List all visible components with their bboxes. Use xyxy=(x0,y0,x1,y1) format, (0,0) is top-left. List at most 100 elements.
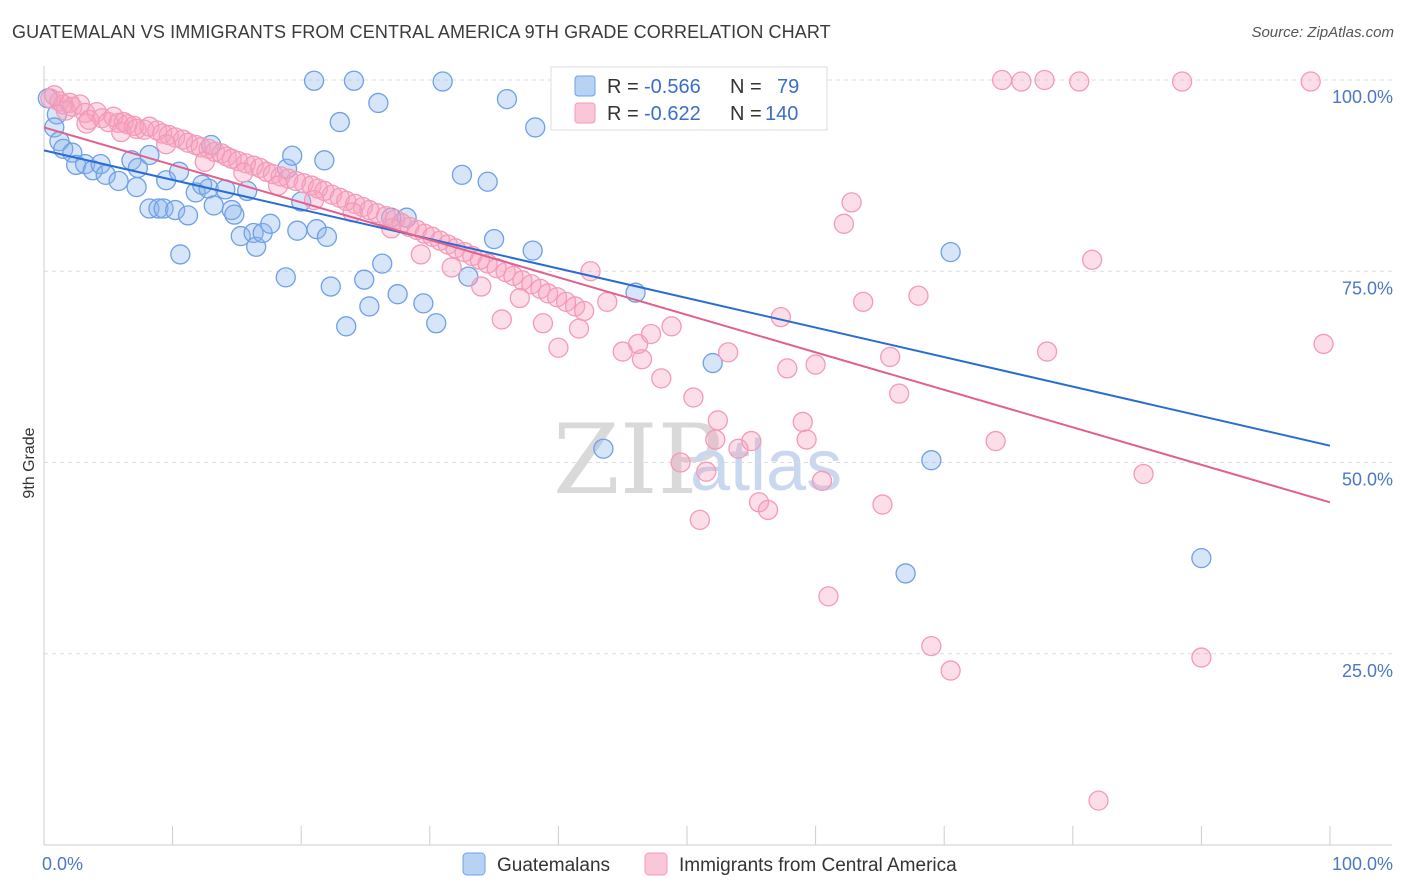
data-point xyxy=(194,151,215,173)
data-point xyxy=(741,430,762,452)
legend-r-value-2: -0.622 xyxy=(644,103,701,125)
data-point xyxy=(661,316,682,337)
data-point xyxy=(757,499,779,521)
data-point xyxy=(728,438,749,459)
data-point xyxy=(126,118,147,140)
legend-r-label-2: R = xyxy=(607,103,639,125)
data-point xyxy=(275,267,296,288)
data-point xyxy=(314,150,335,171)
chart-title: GUATEMALAN VS IMMIGRANTS FROM CENTRAL AM… xyxy=(12,22,831,42)
data-point xyxy=(177,132,199,153)
data-point xyxy=(177,205,199,226)
data-point xyxy=(139,144,160,166)
trend-line xyxy=(43,126,1331,504)
data-point xyxy=(1011,71,1032,92)
data-point xyxy=(689,509,711,531)
data-point xyxy=(359,296,380,317)
y-tick-label: 25.0% xyxy=(1342,661,1393,681)
data-point xyxy=(477,171,498,192)
data-point xyxy=(940,660,961,681)
legend-r-label-1: R = xyxy=(607,76,639,98)
x-tick-label-min: 0.0% xyxy=(42,854,83,874)
data-point xyxy=(228,150,249,172)
y-tick-label: 100.0% xyxy=(1332,87,1393,107)
data-point xyxy=(631,349,653,370)
data-point xyxy=(260,213,281,234)
x-tick-labels: 0.0% 100.0% xyxy=(42,854,1393,874)
data-point xyxy=(777,358,798,379)
bottom-legend-swatch-immigrants xyxy=(644,852,668,876)
data-point xyxy=(597,291,618,313)
data-point xyxy=(368,92,389,114)
watermark-zip: ZIP xyxy=(553,404,722,516)
data-point xyxy=(432,71,453,92)
data-point xyxy=(303,70,325,91)
legend-swatch-guatemalans xyxy=(574,75,596,97)
data-point xyxy=(233,162,254,183)
data-point xyxy=(921,450,942,471)
data-point xyxy=(705,429,726,450)
data-point xyxy=(170,244,191,265)
data-point xyxy=(568,318,590,339)
stats-legend-box xyxy=(550,66,828,131)
trend-line xyxy=(43,149,1331,447)
data-point xyxy=(811,470,833,492)
data-point xyxy=(593,438,614,459)
data-point xyxy=(287,220,308,241)
data-point xyxy=(833,213,855,234)
data-point xyxy=(880,346,901,368)
data-point xyxy=(55,100,77,121)
bottom-legend-label-immigrants: Immigrants from Central America xyxy=(679,855,957,876)
data-point xyxy=(230,225,251,247)
data-point xyxy=(1133,463,1154,485)
data-point xyxy=(316,226,338,247)
data-point xyxy=(1034,69,1055,91)
data-point xyxy=(471,276,492,297)
x-tick-label-max: 100.0% xyxy=(1332,854,1393,874)
data-point xyxy=(908,285,929,306)
trend-lines xyxy=(43,126,1331,504)
data-point xyxy=(267,175,289,196)
data-point xyxy=(1191,547,1212,569)
data-point xyxy=(853,291,874,313)
bottom-legend-swatch-guatemalans xyxy=(462,852,486,876)
bottom-legend: Guatemalans Immigrants from Central Amer… xyxy=(462,852,957,876)
data-point xyxy=(985,430,1006,452)
data-point xyxy=(483,228,505,250)
data-point xyxy=(1081,249,1103,270)
data-point xyxy=(413,293,434,314)
data-point xyxy=(387,284,408,305)
stats-legend: R = -0.566 N = 79 R = -0.622 N = 140 xyxy=(550,66,828,131)
data-point xyxy=(702,352,723,374)
y-tick-label: 50.0% xyxy=(1342,470,1393,490)
data-point xyxy=(1191,647,1212,668)
data-point xyxy=(1088,790,1109,811)
data-point xyxy=(522,240,543,261)
data-point xyxy=(108,170,129,192)
data-point xyxy=(165,199,186,221)
data-point xyxy=(152,123,173,144)
data-point xyxy=(573,300,595,322)
data-point xyxy=(76,113,97,134)
data-point xyxy=(343,70,365,91)
data-point xyxy=(841,192,862,213)
data-point xyxy=(496,88,518,110)
data-point xyxy=(670,452,691,473)
data-point xyxy=(1313,333,1334,355)
data-point xyxy=(372,253,393,274)
source-label: Source: ZipAtlas.com xyxy=(1251,24,1394,41)
data-point xyxy=(921,635,942,657)
data-point xyxy=(548,337,569,358)
data-point xyxy=(707,410,729,431)
data-point xyxy=(651,368,672,389)
legend-n-value-1: 79 xyxy=(777,76,799,98)
data-point xyxy=(148,198,169,219)
data-point xyxy=(1069,71,1090,92)
data-point xyxy=(185,134,206,156)
data-point xyxy=(216,146,237,167)
data-point xyxy=(718,342,739,363)
data-point xyxy=(1300,71,1321,92)
axes xyxy=(43,66,1392,846)
data-point xyxy=(640,323,662,345)
